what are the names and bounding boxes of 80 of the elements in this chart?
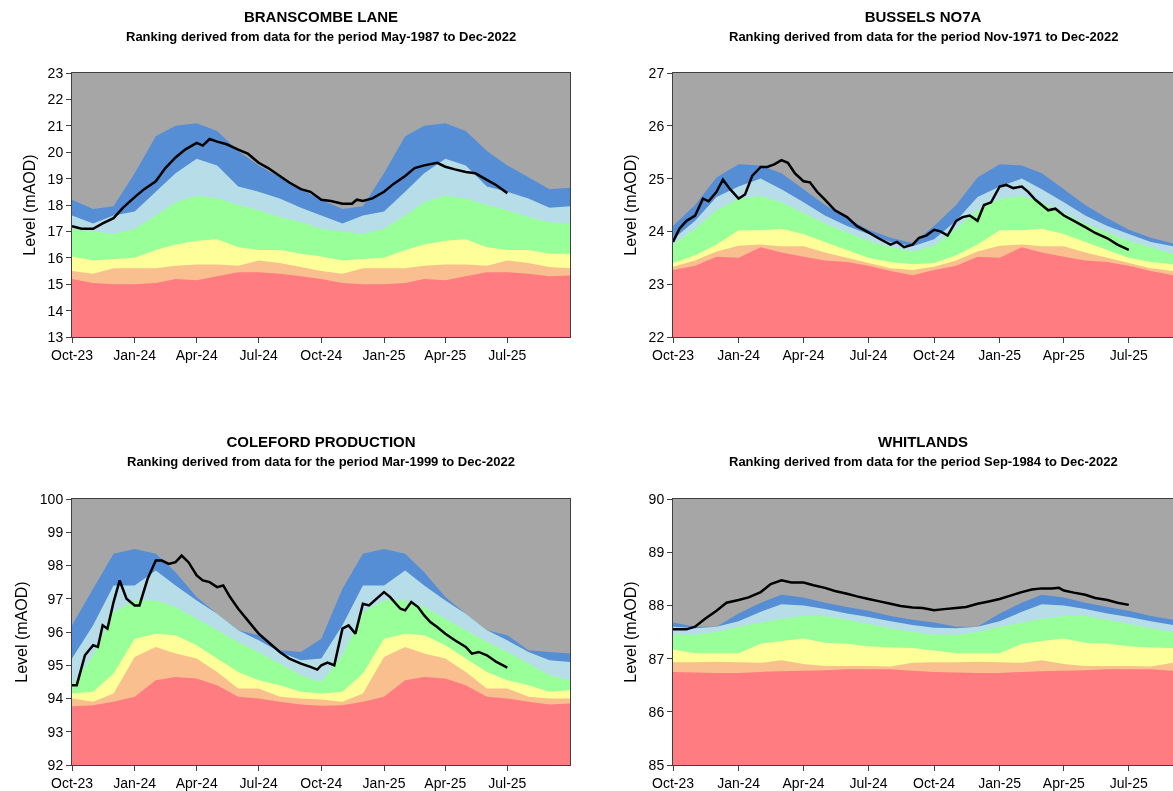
y-tick-label: 95 xyxy=(47,657,64,674)
y-tick-label: 27 xyxy=(648,64,665,81)
y-axis-title: Level (mAOD) xyxy=(621,581,639,683)
y-tick-label: 14 xyxy=(47,302,64,319)
y-tick-label: 20 xyxy=(47,144,64,161)
x-tick-label: Apr-24 xyxy=(175,346,218,363)
y-tick-label: 23 xyxy=(47,64,64,81)
y-tick-label: 18 xyxy=(47,196,64,213)
y-tick-label: 15 xyxy=(47,276,64,293)
y-tick-label: 85 xyxy=(648,756,665,773)
x-tick-label: Jan-25 xyxy=(978,774,1022,791)
x-tick-label: Jul-25 xyxy=(488,774,527,791)
y-axis-title: Level (mAOD) xyxy=(12,581,30,683)
y-tick-label: 26 xyxy=(648,117,665,134)
x-tick-label: Oct-24 xyxy=(300,774,343,791)
chart-subtitle: Ranking derived from data for the period Mar-1999 to Dec-2022 xyxy=(127,454,515,469)
x-tick-label: Jan-25 xyxy=(978,346,1022,363)
x-tick-label: Jul-24 xyxy=(849,774,888,791)
x-tick-label: Jul-25 xyxy=(1109,346,1149,363)
x-tick-label: Apr-25 xyxy=(1042,346,1086,363)
x-tick-label: Apr-24 xyxy=(175,774,218,791)
y-tick-label: 90 xyxy=(648,490,665,507)
line-series xyxy=(72,137,509,231)
x-tick-label: Jul-24 xyxy=(239,774,278,791)
chart-title: BRANSCOMBE LANE xyxy=(243,8,399,26)
y-tick-label: 86 xyxy=(648,703,665,720)
y-tick-label: 21 xyxy=(47,117,64,134)
line-series xyxy=(72,554,509,687)
line-series xyxy=(673,579,1131,631)
x-tick-label: Jan-24 xyxy=(113,774,157,791)
x-tick-label: Oct-23 xyxy=(50,346,94,363)
x-tick-label: Jul-24 xyxy=(239,346,278,363)
y-axis-title: Level (mAOD) xyxy=(621,154,639,256)
y-axis-title: Level (mAOD) xyxy=(20,154,38,256)
y-tick-label: 98 xyxy=(47,557,64,574)
y-tick-label: 94 xyxy=(47,690,64,707)
y-tick-label: 87 xyxy=(648,650,665,667)
y-tick-label: 97 xyxy=(47,590,64,607)
x-tick-label: Apr-24 xyxy=(782,346,825,363)
x-tick-label: Apr-25 xyxy=(1042,774,1086,791)
x-tick-label: Jan-25 xyxy=(362,346,406,363)
x-tick-label: Apr-25 xyxy=(424,774,467,791)
y-tick-label: 22 xyxy=(47,91,64,108)
y-tick-label: 25 xyxy=(648,170,665,187)
x-tick-label: Jan-24 xyxy=(717,346,761,363)
y-tick-label: 19 xyxy=(47,170,64,187)
x-tick-label: Oct-23 xyxy=(651,346,695,363)
chart-title: WHITLANDS xyxy=(878,433,968,451)
y-tick-label: 88 xyxy=(648,597,665,614)
y-tick-label: 23 xyxy=(648,276,665,293)
y-tick-label: 22 xyxy=(648,328,665,345)
y-tick-label: 16 xyxy=(47,249,64,266)
chart-subtitle: Ranking derived from data for the period Sep-1984 to Dec-2022 xyxy=(729,454,1118,469)
line-series xyxy=(673,158,1131,252)
y-tick-label: 99 xyxy=(47,524,64,541)
x-tick-label: Oct-24 xyxy=(300,346,343,363)
chart-title: BUSSELS NO7A xyxy=(864,8,982,26)
x-tick-label: Jan-24 xyxy=(113,346,157,363)
x-tick-label: Jan-24 xyxy=(717,774,761,791)
x-tick-label: Jan-25 xyxy=(362,774,406,791)
y-tick-label: 100 xyxy=(39,490,64,507)
chart-subtitle: Ranking derived from data for the period Nov-1971 to Dec-2022 xyxy=(729,29,1119,44)
y-tick-label: 89 xyxy=(648,544,665,561)
y-tick-label: 17 xyxy=(47,223,64,240)
chart-title: COLEFORD PRODUCTION xyxy=(226,433,416,451)
x-tick-label: Oct-23 xyxy=(651,774,695,791)
chart-subtitle: Ranking derived from data for the period May-1987 to Dec-2022 xyxy=(126,29,517,44)
x-tick-label: Apr-24 xyxy=(782,774,825,791)
x-tick-label: Apr-25 xyxy=(424,346,467,363)
y-tick-label: 92 xyxy=(47,756,64,773)
x-tick-label: Oct-24 xyxy=(913,774,956,791)
y-tick-label: 24 xyxy=(648,223,665,240)
x-tick-label: Jul-25 xyxy=(488,346,527,363)
x-tick-label: Oct-23 xyxy=(50,774,94,791)
y-tick-label: 93 xyxy=(47,723,64,740)
y-tick-label: 13 xyxy=(47,328,64,345)
x-tick-label: Jul-25 xyxy=(1109,774,1149,791)
x-tick-label: Jul-24 xyxy=(849,346,888,363)
x-tick-label: Oct-24 xyxy=(913,346,956,363)
y-tick-label: 96 xyxy=(47,623,64,640)
